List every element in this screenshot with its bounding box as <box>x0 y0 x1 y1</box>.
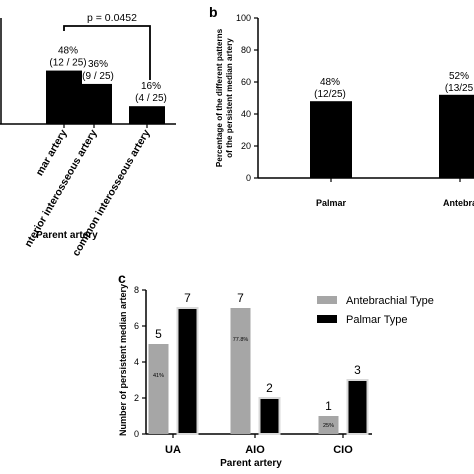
panel-c-legend-swatch <box>317 315 337 323</box>
panel-c-y-tick-label: 6 <box>134 321 139 331</box>
panel-b-bar-percent-label: 48% <box>320 77 340 88</box>
panel-c-y-tick-label: 4 <box>134 357 139 367</box>
panel-c-y-axis-label: Number of persistent median artery <box>118 284 128 436</box>
panel-c-legend: Antebrachial Type Palmar Type <box>317 295 434 326</box>
panel-b-bar <box>439 94 474 178</box>
panel-c-bar <box>346 379 369 435</box>
panel-a-significance-label: p = 0.0452 <box>87 12 137 24</box>
panel-b-bar-count-label: (12/25) <box>314 89 346 100</box>
panel-a-bar <box>129 106 165 124</box>
panel-c-bar-percent-label: 77.8% <box>233 337 249 343</box>
panel-b-y-tick-label: 40 <box>241 109 251 119</box>
panel-b-bar <box>310 101 352 178</box>
panel-b-y-axis-label-line2: of the persistent median artery <box>225 38 234 158</box>
panel-c-bar <box>230 308 251 434</box>
panel-c-bar-percent-label: 25% <box>323 423 334 429</box>
panel-c-bar-value-label: 7 <box>184 291 191 305</box>
panel-a-bar-count-label: (9 / 25) <box>82 71 114 82</box>
panel-c-y-tick-label: 0 <box>134 429 139 439</box>
panel-c-bar-value-label: 3 <box>354 363 361 377</box>
panel-c-legend-label: Antebrachial Type <box>346 295 434 307</box>
panel-b-y-tick-label: 60 <box>241 77 251 87</box>
panel-c-bar-percent-label: 58% <box>182 337 193 343</box>
panel-c-bar-value-label: 7 <box>237 291 244 305</box>
panel-a-bar <box>76 83 112 124</box>
panel-a-bar-count-label: (12 / 25) <box>49 58 86 69</box>
panel-b-y-tick-label: 20 <box>241 141 251 151</box>
panel-b-x-tick-label: Antebra <box>443 198 474 208</box>
panel-c-letter: c <box>118 270 126 286</box>
panel-b-chart: b 0 20 40 60 80 100 48%(12/25) 52%(13/25 Palma… <box>209 4 474 208</box>
panel-c-legend-swatch <box>317 296 337 304</box>
panel-c-bar <box>318 416 339 434</box>
panel-c-bar-percent-label: 75% <box>352 403 363 409</box>
panel-c-x-tick-label: UA <box>165 444 181 456</box>
panel-c-bar-value-label: 1 <box>325 399 332 413</box>
panel-c-bar-percent-label: 41% <box>153 373 164 379</box>
panel-c-bar <box>176 307 199 435</box>
panel-b-y-tick-label: 80 <box>241 45 251 55</box>
panel-a-bar-count-label: (4 / 25) <box>135 93 167 104</box>
panel-a-significance-bracket <box>63 25 151 80</box>
panel-a-x-axis-label: Parent artery <box>36 230 98 241</box>
panel-a-bar-percent-label: 36% <box>88 59 108 70</box>
panel-c-y-tick-label: 2 <box>134 393 139 403</box>
panel-a-bar-percent-label: 16% <box>141 81 161 92</box>
panel-c-y-tick-label: 8 <box>134 285 139 295</box>
panel-c-bar-value-label: 2 <box>266 381 273 395</box>
panel-c-x-axis-label: Parent artery <box>220 458 282 469</box>
panel-c-legend-label: Palmar Type <box>346 314 408 326</box>
panel-c-x-tick-label: AIO <box>245 444 265 456</box>
panel-b-letter: b <box>209 4 218 20</box>
panel-a-chart: p = 0.0452 48%(12 / 25) 36%(9 / 25) 16%(4 … <box>0 12 176 258</box>
panel-b-y-tick-label: 100 <box>236 13 251 23</box>
panel-b-x-tick-label: Palmar <box>316 198 347 208</box>
panel-c-bar-value-label: 5 <box>155 327 162 341</box>
panel-c-bar-percent-label: 22.2% <box>262 413 278 419</box>
panel-c-x-tick-label: CIO <box>333 444 353 456</box>
panel-c-bar <box>258 397 281 435</box>
panel-b-bar-percent-label: 52% <box>449 71 469 82</box>
panel-c-bar <box>148 344 169 434</box>
panel-b-y-axis-label-line1: Percentage of the different patterns <box>215 28 224 167</box>
panel-a-bar-percent-label: 48% <box>58 46 78 57</box>
panel-c-chart: c 0 2 4 6 8 5 41% 7 58% 7 77.8% 2 22.2% 1 25% 3 75% UA A… <box>118 270 434 469</box>
panel-b-y-tick-label: 0 <box>246 173 251 183</box>
panel-b-bar-count-label: (13/25 <box>445 83 474 94</box>
